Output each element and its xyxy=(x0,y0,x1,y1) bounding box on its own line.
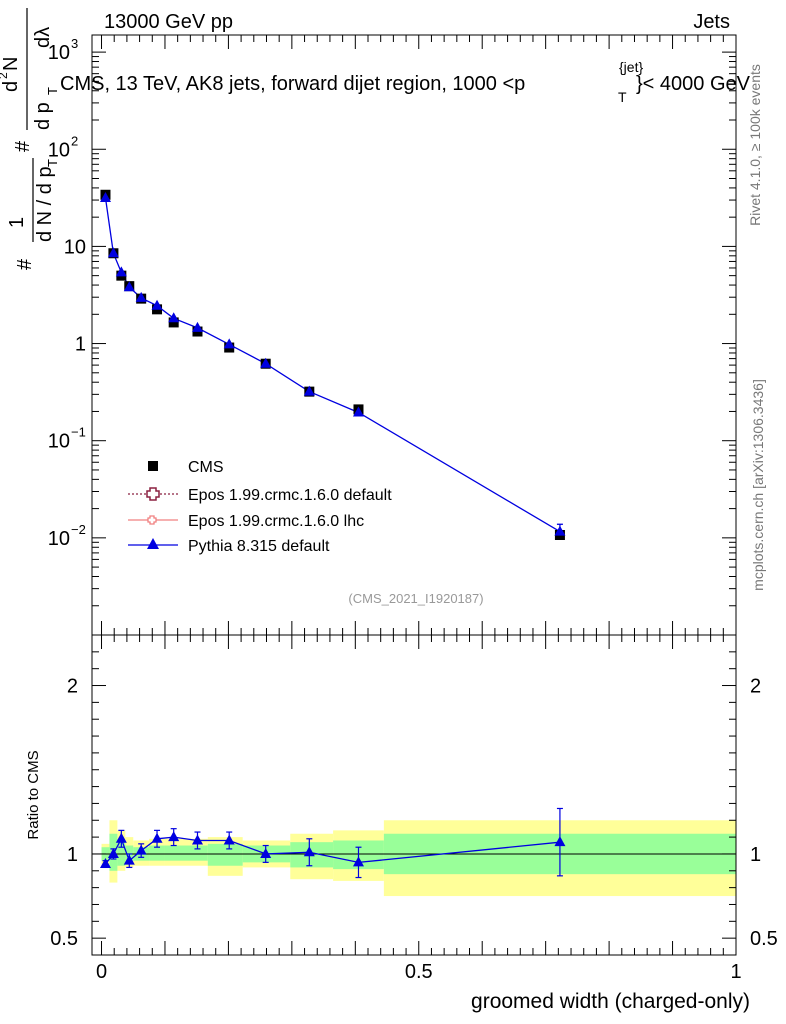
band-inner-7 xyxy=(207,843,243,866)
pythia-point xyxy=(168,312,180,323)
xtick-label: 1 xyxy=(730,961,741,983)
main-ytick-label: 1 xyxy=(75,334,86,356)
ratio-pythia-point xyxy=(168,831,180,842)
band-inner-6 xyxy=(164,845,208,861)
ylabel-n: N xyxy=(0,57,22,71)
pythia-point xyxy=(352,406,364,417)
ratio-pythia-point xyxy=(554,836,566,847)
ratio-pythia-point xyxy=(151,832,163,843)
pythia-point xyxy=(260,357,272,368)
pythia-point xyxy=(151,299,163,310)
main-ytick-label: 10 xyxy=(48,139,70,161)
pythia-point xyxy=(115,266,127,277)
legend-label-epos-default: Epos 1.99.crmc.1.6.0 default xyxy=(188,487,392,504)
main-ytick-label: 10 xyxy=(48,42,70,64)
pythia-point xyxy=(191,321,203,332)
ratio-ytick-label-right: 1 xyxy=(750,844,761,866)
ylabel-one: 1 xyxy=(6,217,28,228)
legend-label-epos-lhc: Epos 1.99.crmc.1.6.0 lhc xyxy=(188,513,364,530)
main-series xyxy=(99,189,566,540)
legend: CMS Epos 1.99.crmc.1.6.0 default Epos 1.… xyxy=(128,459,392,555)
ylabel-d: d xyxy=(0,81,22,92)
main-ytick-exponent: −1 xyxy=(71,425,86,440)
pythia-point xyxy=(223,338,235,349)
x-axis-label: groomed width (charged-only) xyxy=(471,990,750,1013)
ratio-ytick-label-left: 1 xyxy=(67,844,78,866)
band-inner-2 xyxy=(117,840,126,866)
main-ytick-exponent: 3 xyxy=(71,36,78,51)
ylabel-sup-two: 2 xyxy=(0,72,10,79)
ratio-pythia-point xyxy=(99,858,111,869)
ratio-pythia-point xyxy=(223,834,235,845)
pythia-point xyxy=(135,291,147,302)
ratio-ytick-label-left: 2 xyxy=(67,676,78,698)
legend-marker-epos-default xyxy=(146,487,160,501)
ratio-plot-frame xyxy=(91,634,737,956)
ylabel-denominator: d N / d p xyxy=(34,166,56,242)
xtick-label: 0.5 xyxy=(405,961,433,983)
subtitle-superscript: {jet} xyxy=(619,59,643,75)
ylabel-sub-t1: T xyxy=(45,159,60,167)
ylabel-dpt: d p xyxy=(32,102,54,130)
xtick-label: 0 xyxy=(96,961,107,983)
ratio-ytick-label-right: 2 xyxy=(750,676,761,698)
main-ytick-label: 10 xyxy=(48,431,70,453)
analysis-tag: (CMS_2021_I1920187) xyxy=(348,591,483,606)
ratio-pythia-point xyxy=(191,834,203,845)
ratio-pythia-point xyxy=(123,854,135,865)
ylabel-hash2: # xyxy=(12,140,34,152)
ratio-axis-ticks: 0.5 0.5 1 1 2 2 0 0.5 1 xyxy=(50,634,778,983)
ratio-pythia-point xyxy=(115,832,127,843)
main-ytick-exponent: 2 xyxy=(71,133,78,148)
band-inner-5 xyxy=(149,845,165,861)
main-ytick-exponent: −2 xyxy=(71,522,86,537)
legend-marker-cms xyxy=(148,461,158,471)
pythia-point xyxy=(123,281,135,292)
ratio-ytick-label-right: 0.5 xyxy=(750,928,778,950)
pythia-point xyxy=(99,191,111,202)
ratio-pythia-point xyxy=(352,856,364,867)
header-left: 13000 GeV pp xyxy=(104,11,233,33)
ratio-pythia-point xyxy=(107,847,119,858)
pythia-point xyxy=(554,525,566,536)
legend-marker-pythia xyxy=(147,538,159,549)
ratio-pythia-point xyxy=(260,847,272,858)
pythia-point xyxy=(303,385,315,396)
legend-label-pythia: Pythia 8.315 default xyxy=(188,538,330,555)
mcplots-label: mcplots.cern.ch [arXiv:1306.3436] xyxy=(750,379,766,591)
ratio-pythia-point xyxy=(135,844,147,855)
ylabel-sub-t2: T xyxy=(45,87,60,95)
pythia-point xyxy=(107,247,119,258)
main-ytick-label: 10 xyxy=(48,528,70,550)
ratio-pythia-point xyxy=(303,846,315,857)
y-axis-label-ratio: Ratio to CMS xyxy=(25,750,42,839)
ratio-ytick-label-left: 0.5 xyxy=(50,928,78,950)
y-axis-label-main: # 1 d N / d p T # d 2 N d p T dλ xyxy=(0,8,60,270)
ylabel-dlambda: dλ xyxy=(32,27,54,48)
main-ytick-label: 10 xyxy=(64,236,86,258)
header-right: Jets xyxy=(693,11,730,33)
pythia-line xyxy=(104,197,561,533)
subtitle-end: }< 4000 GeV xyxy=(636,73,751,95)
legend-label-cms: CMS xyxy=(188,459,224,476)
rivet-version-label: Rivet 4.1.0, ≥ 100k events xyxy=(747,64,763,226)
subtitle-subscript: T xyxy=(618,89,627,105)
cms-data-point xyxy=(168,317,179,328)
ylabel-hash: # xyxy=(14,258,36,270)
ratio-series xyxy=(99,807,566,879)
plot-subtitle: CMS, 13 TeV, AK8 jets, forward dijet reg… xyxy=(60,73,525,95)
legend-marker-epos-lhc xyxy=(147,515,157,525)
